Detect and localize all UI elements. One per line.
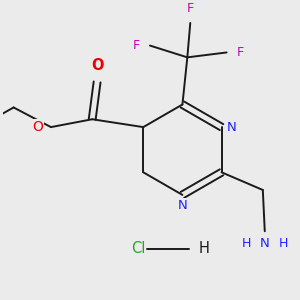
Text: N: N xyxy=(260,236,270,250)
Text: F: F xyxy=(236,46,244,59)
Text: F: F xyxy=(187,2,194,15)
Text: Cl: Cl xyxy=(131,242,145,256)
Text: O: O xyxy=(91,58,103,73)
Text: O: O xyxy=(32,120,43,134)
Text: H: H xyxy=(199,242,210,256)
Text: H: H xyxy=(242,236,251,250)
Text: N: N xyxy=(226,121,236,134)
Text: F: F xyxy=(133,39,140,52)
Text: N: N xyxy=(178,199,187,212)
Text: H: H xyxy=(278,236,288,250)
